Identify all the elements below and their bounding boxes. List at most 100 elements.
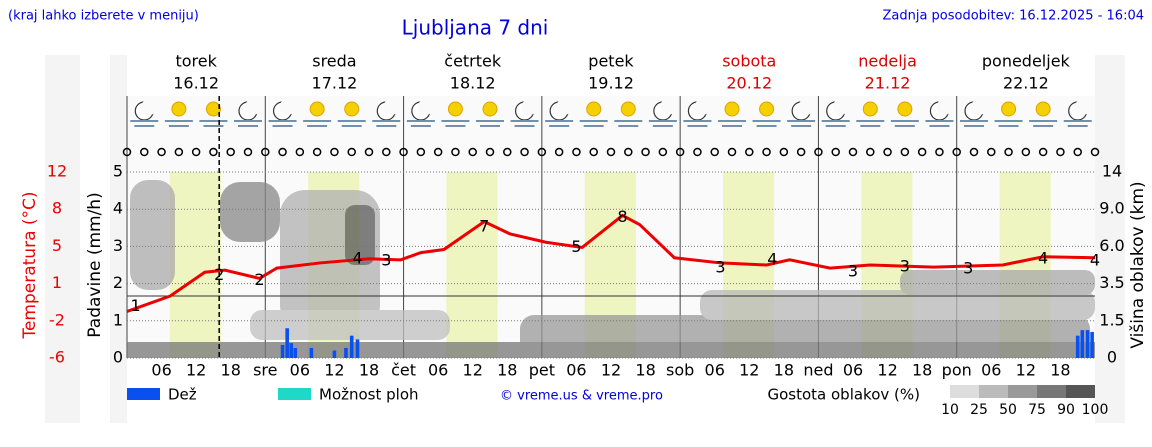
wind-calm — [312, 147, 322, 157]
moon-shade — [798, 99, 815, 115]
x-tick-label: pet — [529, 361, 555, 380]
temperature-tick-label: -2 — [49, 310, 65, 329]
legend-label: Možnost ploh — [319, 386, 419, 404]
legend-swatch — [127, 388, 160, 400]
temperature-label: 3 — [381, 250, 391, 269]
x-tick-label: 06 — [428, 361, 448, 380]
temperature-label: 8 — [617, 207, 627, 226]
cloud-legend-tick: 75 — [1028, 402, 1046, 418]
temperature-label: 3 — [715, 258, 725, 277]
temperature-label: 3 — [848, 262, 858, 281]
wind-calm — [1056, 147, 1065, 157]
daylight-band — [446, 172, 498, 358]
wind-calm — [900, 147, 910, 157]
moon-shade — [971, 99, 987, 115]
moon-shade — [659, 99, 676, 115]
wind-calm — [503, 147, 512, 157]
day-date: 17.12 — [312, 74, 358, 93]
precip-tick-label: 4 — [113, 199, 123, 218]
rain-bar — [1085, 330, 1090, 358]
temperature-tick-label: 8 — [52, 199, 62, 218]
temperature-label: 4 — [767, 249, 777, 268]
x-tick-label: 18 — [912, 361, 932, 380]
day-name: četrtek — [444, 52, 502, 71]
cloud-legend-box — [1037, 385, 1066, 398]
sun — [620, 101, 636, 117]
moon-shade — [279, 99, 296, 115]
moon-shade — [694, 99, 711, 115]
wind-calm — [191, 147, 201, 157]
wind-calm — [347, 147, 356, 157]
moon-shade — [521, 99, 538, 115]
rain-bar — [289, 343, 294, 358]
day-date: 21.12 — [865, 74, 911, 93]
day-date: 20.12 — [726, 74, 772, 93]
wind-calm — [157, 147, 166, 157]
wind-calm — [554, 147, 564, 157]
x-tick-label: 06 — [705, 361, 725, 380]
side-panel — [110, 55, 127, 423]
wind-calm — [952, 147, 961, 157]
wind-calm — [243, 147, 253, 157]
rain-bar — [280, 344, 285, 358]
wind-calm — [122, 147, 132, 157]
wind-calm — [1038, 147, 1048, 157]
cloud-legend-box — [979, 385, 1008, 398]
wind-calm — [1073, 147, 1082, 157]
cloud-height-tick-label: 9.0 — [1099, 199, 1124, 218]
wind-calm — [848, 147, 858, 157]
sun — [171, 101, 187, 117]
precip-axis-title: Padavine (mm/h) — [85, 192, 105, 337]
wind-calm — [451, 147, 460, 157]
sun — [862, 101, 878, 117]
x-tick-label: ned — [803, 361, 833, 380]
sun — [309, 101, 325, 117]
sun — [1035, 101, 1051, 117]
cloud-legend-title: Gostota oblakov (%) — [767, 386, 920, 404]
weather-icons — [122, 99, 1100, 157]
moon-shade — [1074, 99, 1091, 115]
rain-bar — [1090, 331, 1094, 358]
sun — [759, 101, 775, 117]
moon-shade — [417, 99, 434, 115]
wind-calm — [693, 147, 702, 157]
x-tick-label: 18 — [497, 361, 517, 380]
wind-calm — [295, 147, 305, 157]
cloud-blob — [220, 182, 280, 242]
temperature-label: 4 — [352, 248, 362, 267]
x-tick-label: 12 — [186, 361, 206, 380]
cloud-legend-box — [1008, 385, 1037, 398]
temperature-label: 2 — [254, 270, 264, 289]
wind-calm — [814, 147, 823, 157]
wind-calm — [935, 147, 944, 157]
day-name: nedelja — [858, 52, 917, 71]
daylight-band — [169, 172, 222, 358]
x-tick-label: pon — [942, 361, 972, 380]
x-tick-label: 06 — [566, 361, 586, 380]
location-note: (kraj lahko izberete v meniju) — [8, 9, 199, 24]
rain-bar — [349, 335, 354, 358]
sun — [897, 101, 913, 117]
cloud-blob — [130, 180, 175, 290]
x-tick-label: 12 — [324, 361, 344, 380]
cloud-height-tick-label: 0 — [1107, 348, 1117, 367]
wind-calm — [745, 147, 754, 157]
rain-bar — [355, 339, 360, 358]
wind-calm — [658, 147, 668, 157]
sun — [482, 101, 498, 117]
temperature-tick-label: -6 — [49, 348, 65, 367]
rain-bar — [293, 347, 298, 358]
cloud-blob — [700, 290, 1095, 320]
wind-calm — [278, 147, 287, 157]
day-name: ponedeljek — [982, 52, 1071, 71]
wind-calm — [261, 147, 270, 157]
x-tick-label: 06 — [843, 361, 863, 380]
moon-shade — [556, 99, 573, 115]
precip-tick-label: 5 — [113, 162, 123, 181]
wind-calm — [209, 147, 218, 157]
temperature-label: 1 — [131, 296, 141, 315]
wind-calm — [796, 147, 806, 157]
wind-calm — [969, 147, 979, 157]
cloud-density — [127, 180, 1095, 358]
